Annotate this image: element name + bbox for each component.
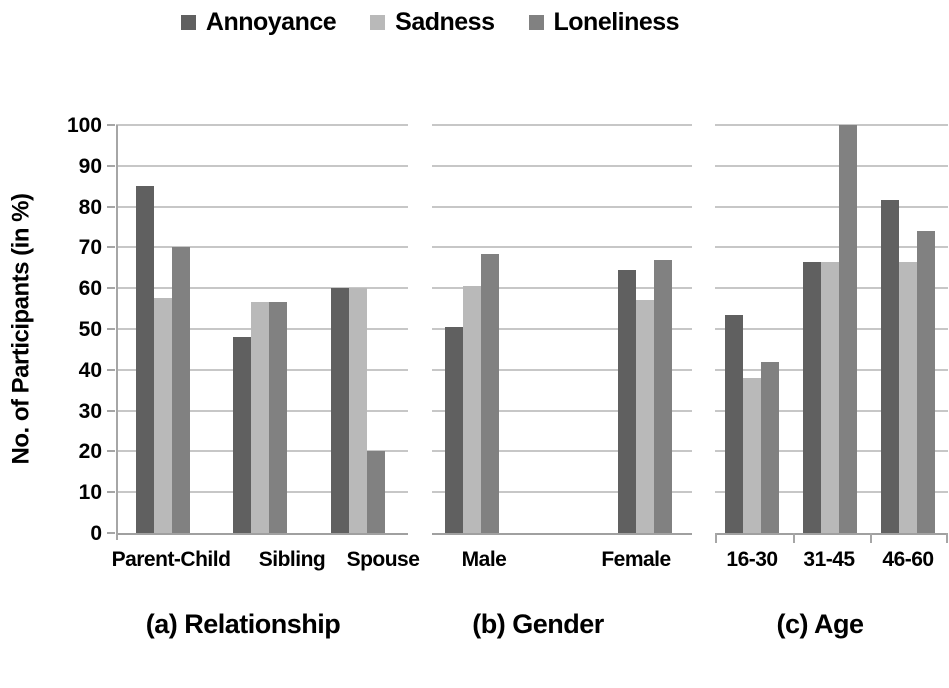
annoyance-swatch-icon	[180, 15, 196, 30]
gridline	[715, 205, 948, 208]
chart-legend: Annoyance Sadness Loneliness	[0, 8, 860, 37]
y-tick-label: 60	[78, 277, 102, 301]
y-tick-label: 10	[78, 481, 102, 505]
panel-caption-a: (a) Relationship	[145, 609, 341, 639]
gridline	[432, 491, 692, 494]
bar-annoyance-male	[445, 326, 463, 533]
category-label-parent-child: Parent-Child	[111, 548, 231, 571]
legend-label: Sadness	[395, 8, 495, 36]
bar-sadness-male	[463, 286, 481, 533]
legend-item-annoyance: Annoyance	[180, 8, 337, 37]
gridline	[432, 450, 692, 453]
bar-sadness-sibling	[251, 302, 269, 533]
bar-annoyance-16-30	[725, 314, 743, 533]
gridline	[432, 328, 692, 330]
bar-loneliness-31-45	[839, 125, 857, 533]
y-tick-mark	[107, 205, 115, 208]
gridline	[715, 124, 948, 126]
y-tick-mark	[107, 246, 115, 249]
category-label-female: Female	[601, 548, 671, 571]
legend-item-loneliness: Loneliness	[528, 8, 680, 37]
gridline	[715, 164, 948, 167]
bar-loneliness-parent-child	[172, 247, 190, 533]
y-tick-mark	[107, 450, 115, 453]
y-tick-label: 50	[78, 318, 102, 341]
y-tick-label: 90	[78, 154, 102, 178]
gridline	[432, 124, 692, 126]
bar-sadness-parent-child	[154, 298, 172, 533]
bar-annoyance-46-60	[881, 200, 899, 533]
loneliness-swatch-icon	[528, 15, 544, 30]
bar-sadness-31-45	[821, 261, 839, 533]
category-tick	[792, 533, 795, 543]
y-tick-label: 70	[78, 236, 102, 260]
category-tick	[715, 533, 717, 543]
y-tick-mark	[107, 124, 115, 126]
y-axis-line	[116, 125, 118, 540]
gridline	[116, 205, 408, 208]
y-tick-mark	[107, 328, 115, 330]
y-tick-mark	[107, 409, 115, 412]
gridline	[116, 124, 408, 126]
bar-loneliness-male	[481, 253, 499, 533]
gridline	[432, 287, 692, 290]
legend-label: Loneliness	[553, 8, 680, 36]
bar-sadness-16-30	[743, 377, 761, 533]
x-axis-line	[715, 533, 948, 535]
gridline	[116, 287, 408, 290]
chart-panel-a	[116, 124, 408, 540]
y-tick-label: 20	[78, 440, 102, 464]
category-label-16-30: 16-30	[726, 548, 778, 571]
chart-panel-c	[715, 124, 948, 543]
bar-annoyance-sibling	[233, 337, 251, 533]
y-axis-title: No. of Participants (in %)	[7, 193, 35, 465]
category-label-male: Male	[461, 548, 507, 571]
bar-annoyance-female	[618, 269, 636, 533]
y-tick-mark	[107, 287, 115, 290]
category-label-31-45: 31-45	[803, 548, 855, 571]
category-tick	[946, 533, 948, 543]
gridline	[432, 409, 692, 412]
chart-panel-b	[432, 124, 692, 535]
gridline	[432, 164, 692, 167]
gridline	[432, 246, 692, 249]
category-label-sibling: Sibling	[258, 548, 326, 571]
gridline	[116, 164, 408, 167]
bar-annoyance-parent-child	[136, 186, 154, 533]
panel-caption-b: (b) Gender	[472, 609, 604, 639]
category-tick	[870, 533, 873, 543]
bar-loneliness-sibling	[269, 302, 287, 533]
y-tick-label: 40	[78, 358, 102, 382]
panel-caption-c: (c) Age	[776, 609, 864, 639]
gridline	[116, 246, 408, 249]
y-tick-mark	[107, 164, 115, 167]
bar-loneliness-female	[654, 259, 672, 533]
y-tick-label: 0	[90, 522, 102, 545]
bar-loneliness-46-60	[917, 231, 935, 533]
legend-label: Annoyance	[205, 8, 337, 36]
category-label-46-60: 46-60	[882, 548, 934, 571]
y-tick-label: 80	[78, 195, 102, 219]
y-tick-mark	[107, 491, 115, 494]
bar-annoyance-31-45	[803, 261, 821, 533]
gridline	[715, 246, 948, 249]
bar-sadness-46-60	[899, 261, 917, 533]
gridline	[432, 205, 692, 208]
y-tick-label: 30	[78, 399, 102, 423]
category-label-spouse: Spouse	[346, 548, 420, 571]
y-tick-mark	[107, 532, 115, 534]
sadness-swatch-icon	[370, 15, 386, 30]
x-axis-line	[116, 533, 408, 535]
bar-sadness-female	[636, 300, 654, 533]
gridline	[432, 368, 692, 371]
y-tick-mark	[107, 368, 115, 371]
legend-item-sadness: Sadness	[370, 8, 495, 37]
bar-sadness-spouse	[349, 288, 367, 533]
bar-annoyance-spouse	[331, 288, 349, 533]
y-tick-label: 100	[66, 114, 102, 137]
x-axis-line	[432, 533, 692, 535]
bar-loneliness-spouse	[367, 451, 385, 533]
bar-loneliness-16-30	[761, 361, 779, 533]
